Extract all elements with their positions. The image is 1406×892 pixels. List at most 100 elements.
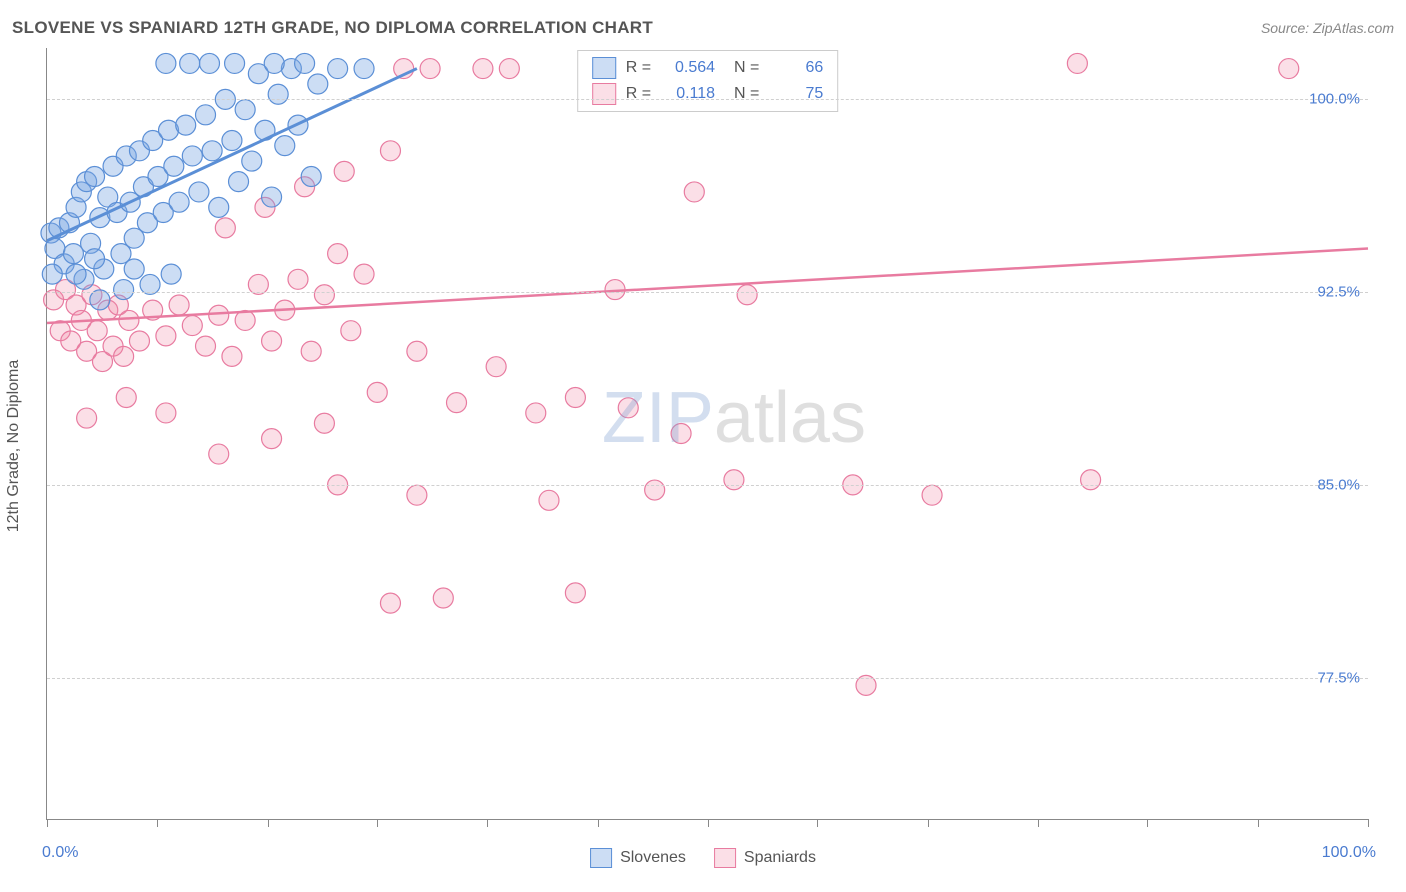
data-point (724, 470, 744, 490)
legend-swatch-slovenes (592, 57, 616, 79)
data-point (407, 485, 427, 505)
data-point (156, 326, 176, 346)
data-point (116, 388, 136, 408)
x-tick (47, 819, 48, 827)
data-point (301, 167, 321, 187)
data-point (85, 249, 105, 269)
trend-line (47, 248, 1368, 323)
data-point (196, 105, 216, 125)
data-point (618, 398, 638, 418)
x-tick (1038, 819, 1039, 827)
data-point (169, 192, 189, 212)
data-point (156, 403, 176, 423)
series-label-slovenes: Slovenes (620, 849, 686, 867)
x-tick (1368, 819, 1369, 827)
data-point (645, 480, 665, 500)
data-point (447, 393, 467, 413)
data-point (380, 593, 400, 613)
data-point (262, 429, 282, 449)
x-axis-min-label: 0.0% (42, 844, 78, 862)
legend-r-value-slovenes: 0.564 (661, 59, 715, 77)
x-tick (598, 819, 599, 827)
data-point (737, 285, 757, 305)
data-point (328, 59, 348, 79)
grid-line (47, 99, 1368, 100)
x-tick (157, 819, 158, 827)
legend-swatch-spaniards (592, 83, 616, 105)
data-point (1081, 470, 1101, 490)
series-swatch-spaniards (714, 848, 736, 868)
data-point (684, 182, 704, 202)
data-point (161, 264, 181, 284)
data-point (367, 382, 387, 402)
data-point (176, 115, 196, 135)
data-point (486, 357, 506, 377)
x-tick (377, 819, 378, 827)
series-label-spaniards: Spaniards (744, 849, 816, 867)
data-point (1279, 59, 1299, 79)
data-point (124, 259, 144, 279)
data-point (66, 264, 86, 284)
x-tick (487, 819, 488, 827)
data-point (268, 84, 288, 104)
correlation-legend: R = 0.564 N = 66 R = 0.118 N = 75 (577, 50, 839, 112)
series-legend-item-spaniards: Spaniards (714, 848, 816, 868)
data-point (539, 490, 559, 510)
grid-line (47, 292, 1368, 293)
grid-line (47, 485, 1368, 486)
data-point (922, 485, 942, 505)
data-point (473, 59, 493, 79)
y-tick-label: 85.0% (1317, 476, 1360, 493)
data-point (301, 341, 321, 361)
data-point (182, 316, 202, 336)
data-point (180, 53, 200, 73)
data-point (129, 331, 149, 351)
y-tick-label: 92.5% (1317, 284, 1360, 301)
data-point (182, 146, 202, 166)
data-point (308, 74, 328, 94)
data-point (222, 131, 242, 151)
data-point (526, 403, 546, 423)
data-point (671, 424, 691, 444)
series-swatch-slovenes (590, 848, 612, 868)
data-point (262, 187, 282, 207)
data-point (235, 100, 255, 120)
x-tick (1258, 819, 1259, 827)
legend-n-label: N = (725, 59, 759, 77)
data-point (433, 588, 453, 608)
data-point (169, 295, 189, 315)
data-point (119, 310, 139, 330)
data-point (288, 269, 308, 289)
chart-svg (47, 48, 1368, 819)
data-point (164, 156, 184, 176)
data-point (314, 413, 334, 433)
data-point (209, 197, 229, 217)
legend-row-spaniards: R = 0.118 N = 75 (592, 81, 824, 107)
x-tick (928, 819, 929, 827)
legend-n-value-slovenes: 66 (769, 59, 823, 77)
data-point (328, 244, 348, 264)
data-point (229, 172, 249, 192)
x-tick (817, 819, 818, 827)
x-tick (1147, 819, 1148, 827)
legend-row-slovenes: R = 0.564 N = 66 (592, 55, 824, 81)
data-point (189, 182, 209, 202)
data-point (42, 264, 62, 284)
data-point (1067, 53, 1087, 73)
data-point (264, 53, 284, 73)
data-point (85, 167, 105, 187)
data-point (314, 285, 334, 305)
data-point (114, 346, 134, 366)
x-tick (268, 819, 269, 827)
data-point (341, 321, 361, 341)
data-point (199, 53, 219, 73)
data-point (354, 59, 374, 79)
y-tick-label: 77.5% (1317, 669, 1360, 686)
legend-r-label: R = (626, 59, 651, 77)
data-point (407, 341, 427, 361)
data-point (215, 218, 235, 238)
data-point (77, 408, 97, 428)
data-point (565, 388, 585, 408)
data-point (420, 59, 440, 79)
chart-source: Source: ZipAtlas.com (1261, 20, 1394, 36)
